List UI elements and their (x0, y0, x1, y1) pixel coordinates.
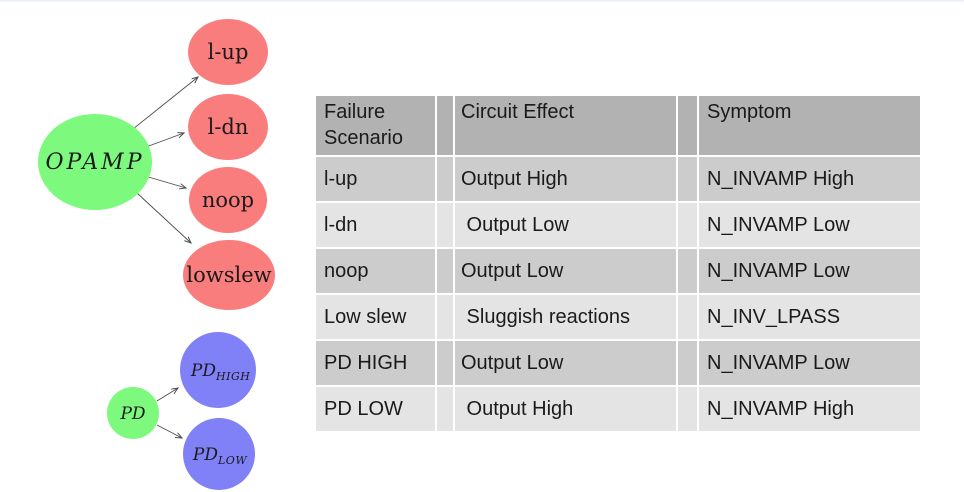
cell-spacer (437, 341, 453, 385)
cell-symptom: N_INVAMP Low (699, 203, 920, 247)
cell-effect: Sluggish reactions (455, 295, 676, 339)
cell-spacer (678, 249, 697, 293)
arrow-opamp-ldn (145, 133, 184, 148)
cell-effect: Output Low (455, 249, 676, 293)
pdhigh-node-shape (180, 332, 256, 408)
cell-effect: Output Low (455, 203, 676, 247)
failure-node-noop-label: noop (202, 188, 254, 212)
cell-scenario: PD LOW (316, 387, 435, 431)
cell-effect: Output High (455, 157, 676, 201)
cell-spacer (437, 249, 453, 293)
pd-node-label: PD (119, 404, 145, 424)
failure-node-noop-shape (189, 167, 267, 233)
arrow-pd-pdhigh (156, 388, 178, 402)
cell-scenario: Low slew (316, 295, 435, 339)
opamp-node-label: OPAMP (45, 150, 144, 175)
table-row-ldn: l-dn Output Low N_INVAMP Low (316, 203, 920, 247)
table-row-lowslew: Low slew Sluggish reactions N_INV_LPASS (316, 295, 920, 339)
header-circuit-effect: Circuit Effect (455, 96, 676, 155)
table-row-noop: noop Output Low N_INVAMP Low (316, 249, 920, 293)
cell-spacer (678, 387, 697, 431)
failure-node-lup-shape (188, 19, 268, 85)
cell-effect: Output High (455, 387, 676, 431)
cell-spacer (678, 295, 697, 339)
table-row-pdhigh: PD HIGH Output Low N_INVAMP Low (316, 341, 920, 385)
cell-spacer (437, 295, 453, 339)
pdhigh-node-label-sub: HIGH (215, 370, 250, 383)
failure-node-lup-label: l-up (208, 40, 249, 64)
cell-symptom: N_INVAMP High (699, 387, 920, 431)
cell-symptom: N_INVAMP High (699, 157, 920, 201)
arrow-opamp-lup (132, 77, 198, 130)
header-failure-scenario: Failure Scenario (316, 96, 435, 155)
header-symptom: Symptom (699, 96, 920, 155)
table-header-row: Failure Scenario Circuit Effect Symptom (316, 96, 920, 155)
failure-node-lowslew-shape (183, 240, 275, 310)
pdlow-node-label-main: PD (192, 445, 218, 465)
table-row-lup: l-up Output High N_INVAMP High (316, 157, 920, 201)
cell-spacer (678, 157, 697, 201)
window-top-edge (0, 0, 964, 3)
cell-scenario: l-dn (316, 203, 435, 247)
opamp-node-shape (38, 114, 152, 210)
failure-node-lowslew-label: lowslew (186, 263, 271, 287)
cell-scenario: noop (316, 249, 435, 293)
failure-node-ldn-label: l-dn (208, 115, 249, 139)
header-spacer-2 (678, 96, 697, 155)
pdhigh-node-label-main: PD (190, 361, 216, 381)
cell-effect: Output Low (455, 341, 676, 385)
cell-spacer (437, 157, 453, 201)
cell-spacer (678, 203, 697, 247)
cell-scenario: l-up (316, 157, 435, 201)
cell-symptom: N_INV_LPASS (699, 295, 920, 339)
fault-tree-diagram: OPAMP l-up l-dn noop lowslew PD PD HIGH … (38, 19, 275, 490)
table-row-pdlow: PD LOW Output High N_INVAMP High (316, 387, 920, 431)
pdlow-node-shape (183, 418, 255, 490)
failure-table-container: Failure Scenario Circuit Effect Symptom … (314, 94, 922, 433)
arrow-opamp-noop (144, 175, 186, 188)
cell-symptom: N_INVAMP Low (699, 249, 920, 293)
cell-spacer (437, 387, 453, 431)
failure-node-ldn-shape (188, 94, 268, 160)
header-spacer-1 (437, 96, 453, 155)
arrow-pd-pdlow (156, 424, 182, 438)
pd-node-shape (107, 387, 159, 439)
cell-scenario: PD HIGH (316, 341, 435, 385)
pdlow-node-label-sub: LOW (217, 454, 248, 467)
cell-symptom: N_INVAMP Low (699, 341, 920, 385)
cell-spacer (437, 203, 453, 247)
failure-table: Failure Scenario Circuit Effect Symptom … (314, 94, 922, 433)
arrow-opamp-lowslew (136, 192, 191, 243)
cell-spacer (678, 341, 697, 385)
